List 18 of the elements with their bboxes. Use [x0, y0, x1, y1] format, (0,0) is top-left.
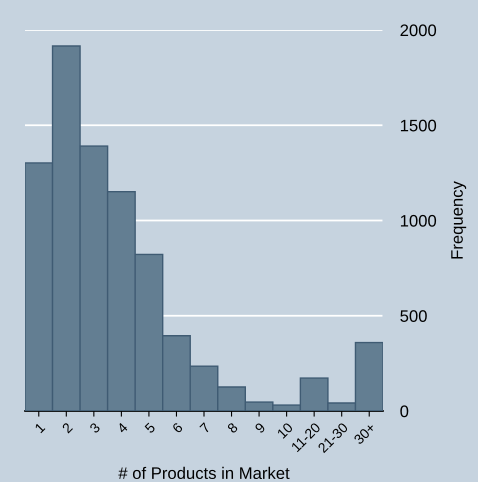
- x-tick-label: 2: [62, 422, 73, 434]
- x-tick-label: 30+: [353, 422, 376, 445]
- y-tick-label: 2000: [400, 24, 436, 36]
- y-tick-label: 0: [400, 405, 408, 418]
- x-tick-label: 5: [144, 422, 156, 434]
- x-tick-label: 1: [34, 422, 46, 434]
- x-tick-label: 8: [226, 422, 238, 434]
- x-tick-label: 9: [254, 422, 266, 434]
- y-tick-label: 1000: [400, 214, 436, 227]
- x-tick-label: 7: [199, 422, 211, 434]
- x-tick-label: 4: [116, 422, 128, 434]
- x-axis-title: # of Products in Market: [118, 466, 290, 480]
- x-tick-label: 10: [276, 422, 294, 439]
- y-axis-title: Frequency: [451, 181, 466, 258]
- x-tick-label: 6: [172, 422, 184, 434]
- y-tick-label: 1500: [400, 120, 436, 132]
- x-tick-label: 3: [89, 422, 101, 434]
- y-tick-label: 500: [400, 310, 427, 322]
